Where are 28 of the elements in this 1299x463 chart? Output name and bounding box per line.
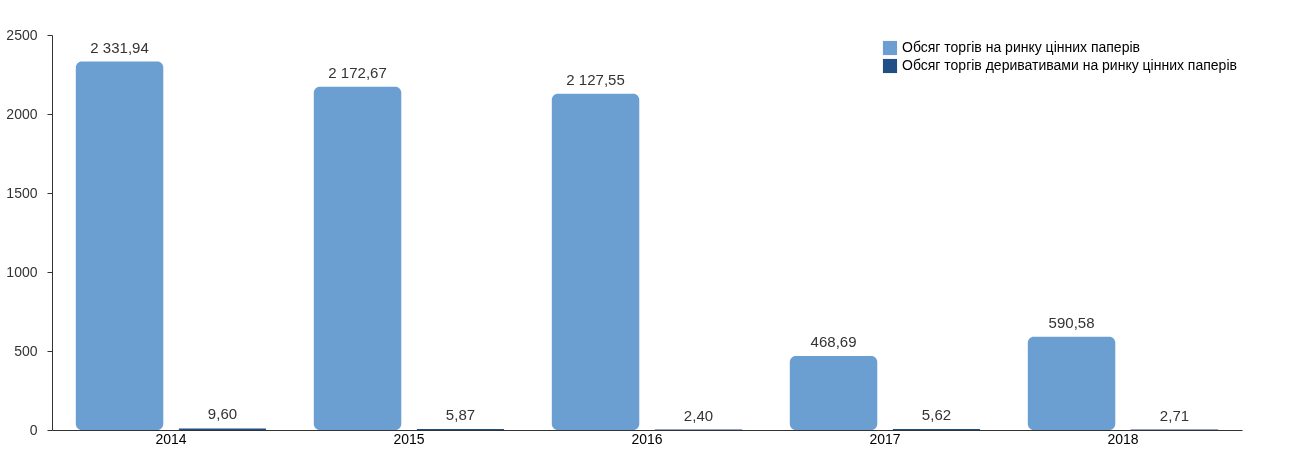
x-tick-label: 2014 bbox=[155, 430, 187, 447]
data-label: 2 172,67 bbox=[328, 63, 387, 81]
y-tick-label: 500 bbox=[14, 342, 38, 359]
y-tick-label: 2500 bbox=[6, 26, 38, 43]
data-label: 2 127,55 bbox=[566, 70, 625, 88]
x-tick-label: 2015 bbox=[393, 430, 425, 447]
y-tick-label: 2000 bbox=[6, 105, 38, 122]
bar bbox=[551, 93, 640, 430]
x-tick-label: 2016 bbox=[631, 430, 663, 447]
data-label: 9,60 bbox=[207, 405, 238, 423]
data-label: 2,71 bbox=[1159, 406, 1190, 424]
y-tick-label: 1000 bbox=[6, 263, 38, 280]
bar bbox=[75, 61, 164, 430]
x-tick-label: 2018 bbox=[1107, 430, 1139, 447]
data-label: 5,87 bbox=[445, 406, 476, 424]
x-tick-label: 2017 bbox=[869, 430, 901, 447]
bar bbox=[1027, 336, 1116, 430]
bar bbox=[313, 86, 402, 430]
y-tick-label: 0 bbox=[29, 421, 38, 438]
data-label: 2,40 bbox=[683, 406, 714, 424]
data-label: 2 331,94 bbox=[90, 38, 149, 56]
data-label: 590,58 bbox=[1048, 313, 1095, 331]
data-label: 5,62 bbox=[921, 406, 952, 424]
y-tick-label: 1500 bbox=[6, 184, 38, 201]
data-label: 468,69 bbox=[810, 332, 857, 350]
legend-label: Обсяг торгів деривативами на ринку цінних паперів bbox=[902, 57, 1237, 73]
legend-label: Обсяг торгів на ринку цінних паперів bbox=[902, 39, 1140, 55]
bar bbox=[789, 355, 878, 430]
